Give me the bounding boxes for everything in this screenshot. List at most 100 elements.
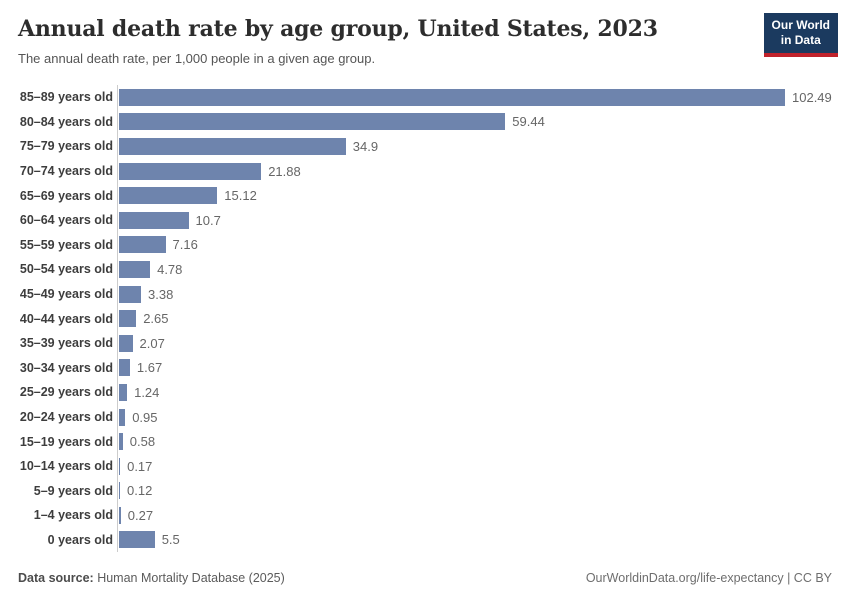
chart-row: 65–69 years old 15.12 xyxy=(18,183,832,208)
bar xyxy=(119,359,130,377)
bar-track: 2.07 xyxy=(117,330,832,356)
bar-chart: 85–89 years old 102.49 80–84 years old 59.4… xyxy=(18,85,832,553)
data-source: Data source: Human Mortality Database (2… xyxy=(18,571,285,585)
chart-row: 25–29 years old 1.24 xyxy=(18,380,832,405)
bar-track: 1.24 xyxy=(117,380,832,405)
chart-row: 60–64 years old 10.7 xyxy=(18,207,832,233)
bar-track: 1.67 xyxy=(117,355,832,381)
bar xyxy=(119,236,166,254)
bar xyxy=(119,113,506,131)
value-label: 2.07 xyxy=(139,335,165,351)
age-group-label: 80–84 years old xyxy=(19,114,113,129)
bar-track: 0.27 xyxy=(117,503,832,528)
bar xyxy=(119,531,155,549)
chart-row: 70–74 years old 21.88 xyxy=(18,158,832,184)
chart-row: 1–4 years old 0.27 xyxy=(18,503,832,528)
value-label: 0.12 xyxy=(127,483,153,499)
value-label: 10.7 xyxy=(195,212,221,228)
value-label: 102.49 xyxy=(792,89,832,105)
value-label: 0.95 xyxy=(132,409,158,425)
age-group-label: 25–29 years old xyxy=(19,385,113,400)
bar-track: 4.78 xyxy=(117,257,832,282)
chart-row: 50–54 years old 4.78 xyxy=(18,257,832,282)
data-source-value: Human Mortality Database (2025) xyxy=(93,571,285,585)
chart-row: 0 years old 5.5 xyxy=(18,527,832,553)
age-group-label: 65–69 years old xyxy=(19,188,113,203)
bar xyxy=(119,433,123,451)
age-group-label: 50–54 years old xyxy=(19,262,113,277)
bar-track: 10.7 xyxy=(117,207,832,233)
bar-track: 15.12 xyxy=(117,183,832,208)
value-label: 7.16 xyxy=(172,237,198,253)
data-source-label: Data source: xyxy=(18,571,94,585)
bar xyxy=(119,506,121,524)
bar xyxy=(119,482,120,500)
chart-row: 20–24 years old 0.95 xyxy=(18,404,832,430)
value-label: 0.58 xyxy=(129,434,156,450)
bar-track: 0.95 xyxy=(117,404,832,430)
bar-track: 0.58 xyxy=(117,429,832,454)
chart-row: 10–14 years old 0.17 xyxy=(18,453,832,479)
bar-track: 3.38 xyxy=(117,281,832,307)
bar-track: 59.44 xyxy=(117,109,832,135)
bar xyxy=(119,334,133,352)
bar xyxy=(119,187,218,205)
owid-logo: Our World in Data xyxy=(763,13,838,57)
age-group-label: 0 years old xyxy=(47,532,113,547)
bar xyxy=(119,137,346,155)
value-label: 15.12 xyxy=(224,188,257,204)
age-group-label: 60–64 years old xyxy=(19,213,113,228)
chart-row: 5–9 years old 0.12 xyxy=(18,478,832,504)
age-group-label: 45–49 years old xyxy=(19,287,113,302)
bar xyxy=(119,310,137,328)
chart-row: 75–79 years old 34.9 xyxy=(18,134,832,159)
bar-track: 102.49 xyxy=(117,85,832,110)
age-group-label: 10–14 years old xyxy=(19,459,113,474)
value-label: 3.38 xyxy=(148,286,174,302)
owid-logo-line1: Our World xyxy=(771,18,830,32)
value-label: 0.17 xyxy=(127,458,153,474)
bar-track: 0.12 xyxy=(117,478,832,504)
age-group-label: 20–24 years old xyxy=(19,410,113,425)
bar xyxy=(119,457,121,475)
owid-logo-line2: in Data xyxy=(780,33,821,47)
value-label: 4.78 xyxy=(157,261,183,277)
chart-row: 35–39 years old 2.07 xyxy=(18,330,832,356)
bar-track: 7.16 xyxy=(117,232,832,258)
age-group-label: 85–89 years old xyxy=(19,90,113,105)
chart-row: 85–89 years old 102.49 xyxy=(18,85,832,110)
chart-header: Annual death rate by age group, United S… xyxy=(0,0,850,67)
bar-track: 21.88 xyxy=(117,158,832,184)
chart-row: 45–49 years old 3.38 xyxy=(18,281,832,307)
value-label: 1.67 xyxy=(136,360,163,376)
value-label: 5.5 xyxy=(161,532,180,548)
age-group-label: 1–4 years old xyxy=(33,508,113,523)
bar-track: 5.5 xyxy=(117,527,832,553)
bar xyxy=(119,260,151,278)
bar-track: 2.65 xyxy=(117,306,832,331)
bar xyxy=(119,285,141,303)
chart-row: 80–84 years old 59.44 xyxy=(18,109,832,135)
bar xyxy=(119,408,126,426)
age-group-label: 75–79 years old xyxy=(19,139,113,154)
bar xyxy=(119,162,262,180)
chart-row: 30–34 years old 1.67 xyxy=(18,355,832,381)
value-label: 21.88 xyxy=(268,163,301,179)
footer-link[interactable]: OurWorldinData.org/life-expectancy | CC … xyxy=(585,571,832,585)
bar-track: 0.17 xyxy=(117,453,832,479)
age-group-label: 70–74 years old xyxy=(19,164,113,179)
bar xyxy=(119,88,785,106)
value-label: 2.65 xyxy=(143,311,169,327)
bar-track: 34.9 xyxy=(117,134,832,159)
page-title: Annual death rate by age group, United S… xyxy=(18,16,658,42)
chart-row: 55–59 years old 7.16 xyxy=(18,232,832,258)
value-label: 59.44 xyxy=(512,114,545,130)
value-label: 0.27 xyxy=(127,507,154,523)
age-group-label: 40–44 years old xyxy=(19,311,113,326)
age-group-label: 15–19 years old xyxy=(19,434,113,449)
value-label: 1.24 xyxy=(134,384,160,400)
age-group-label: 5–9 years old xyxy=(33,483,113,498)
page-subtitle: The annual death rate, per 1,000 people … xyxy=(18,51,376,66)
value-label: 34.9 xyxy=(352,138,379,154)
